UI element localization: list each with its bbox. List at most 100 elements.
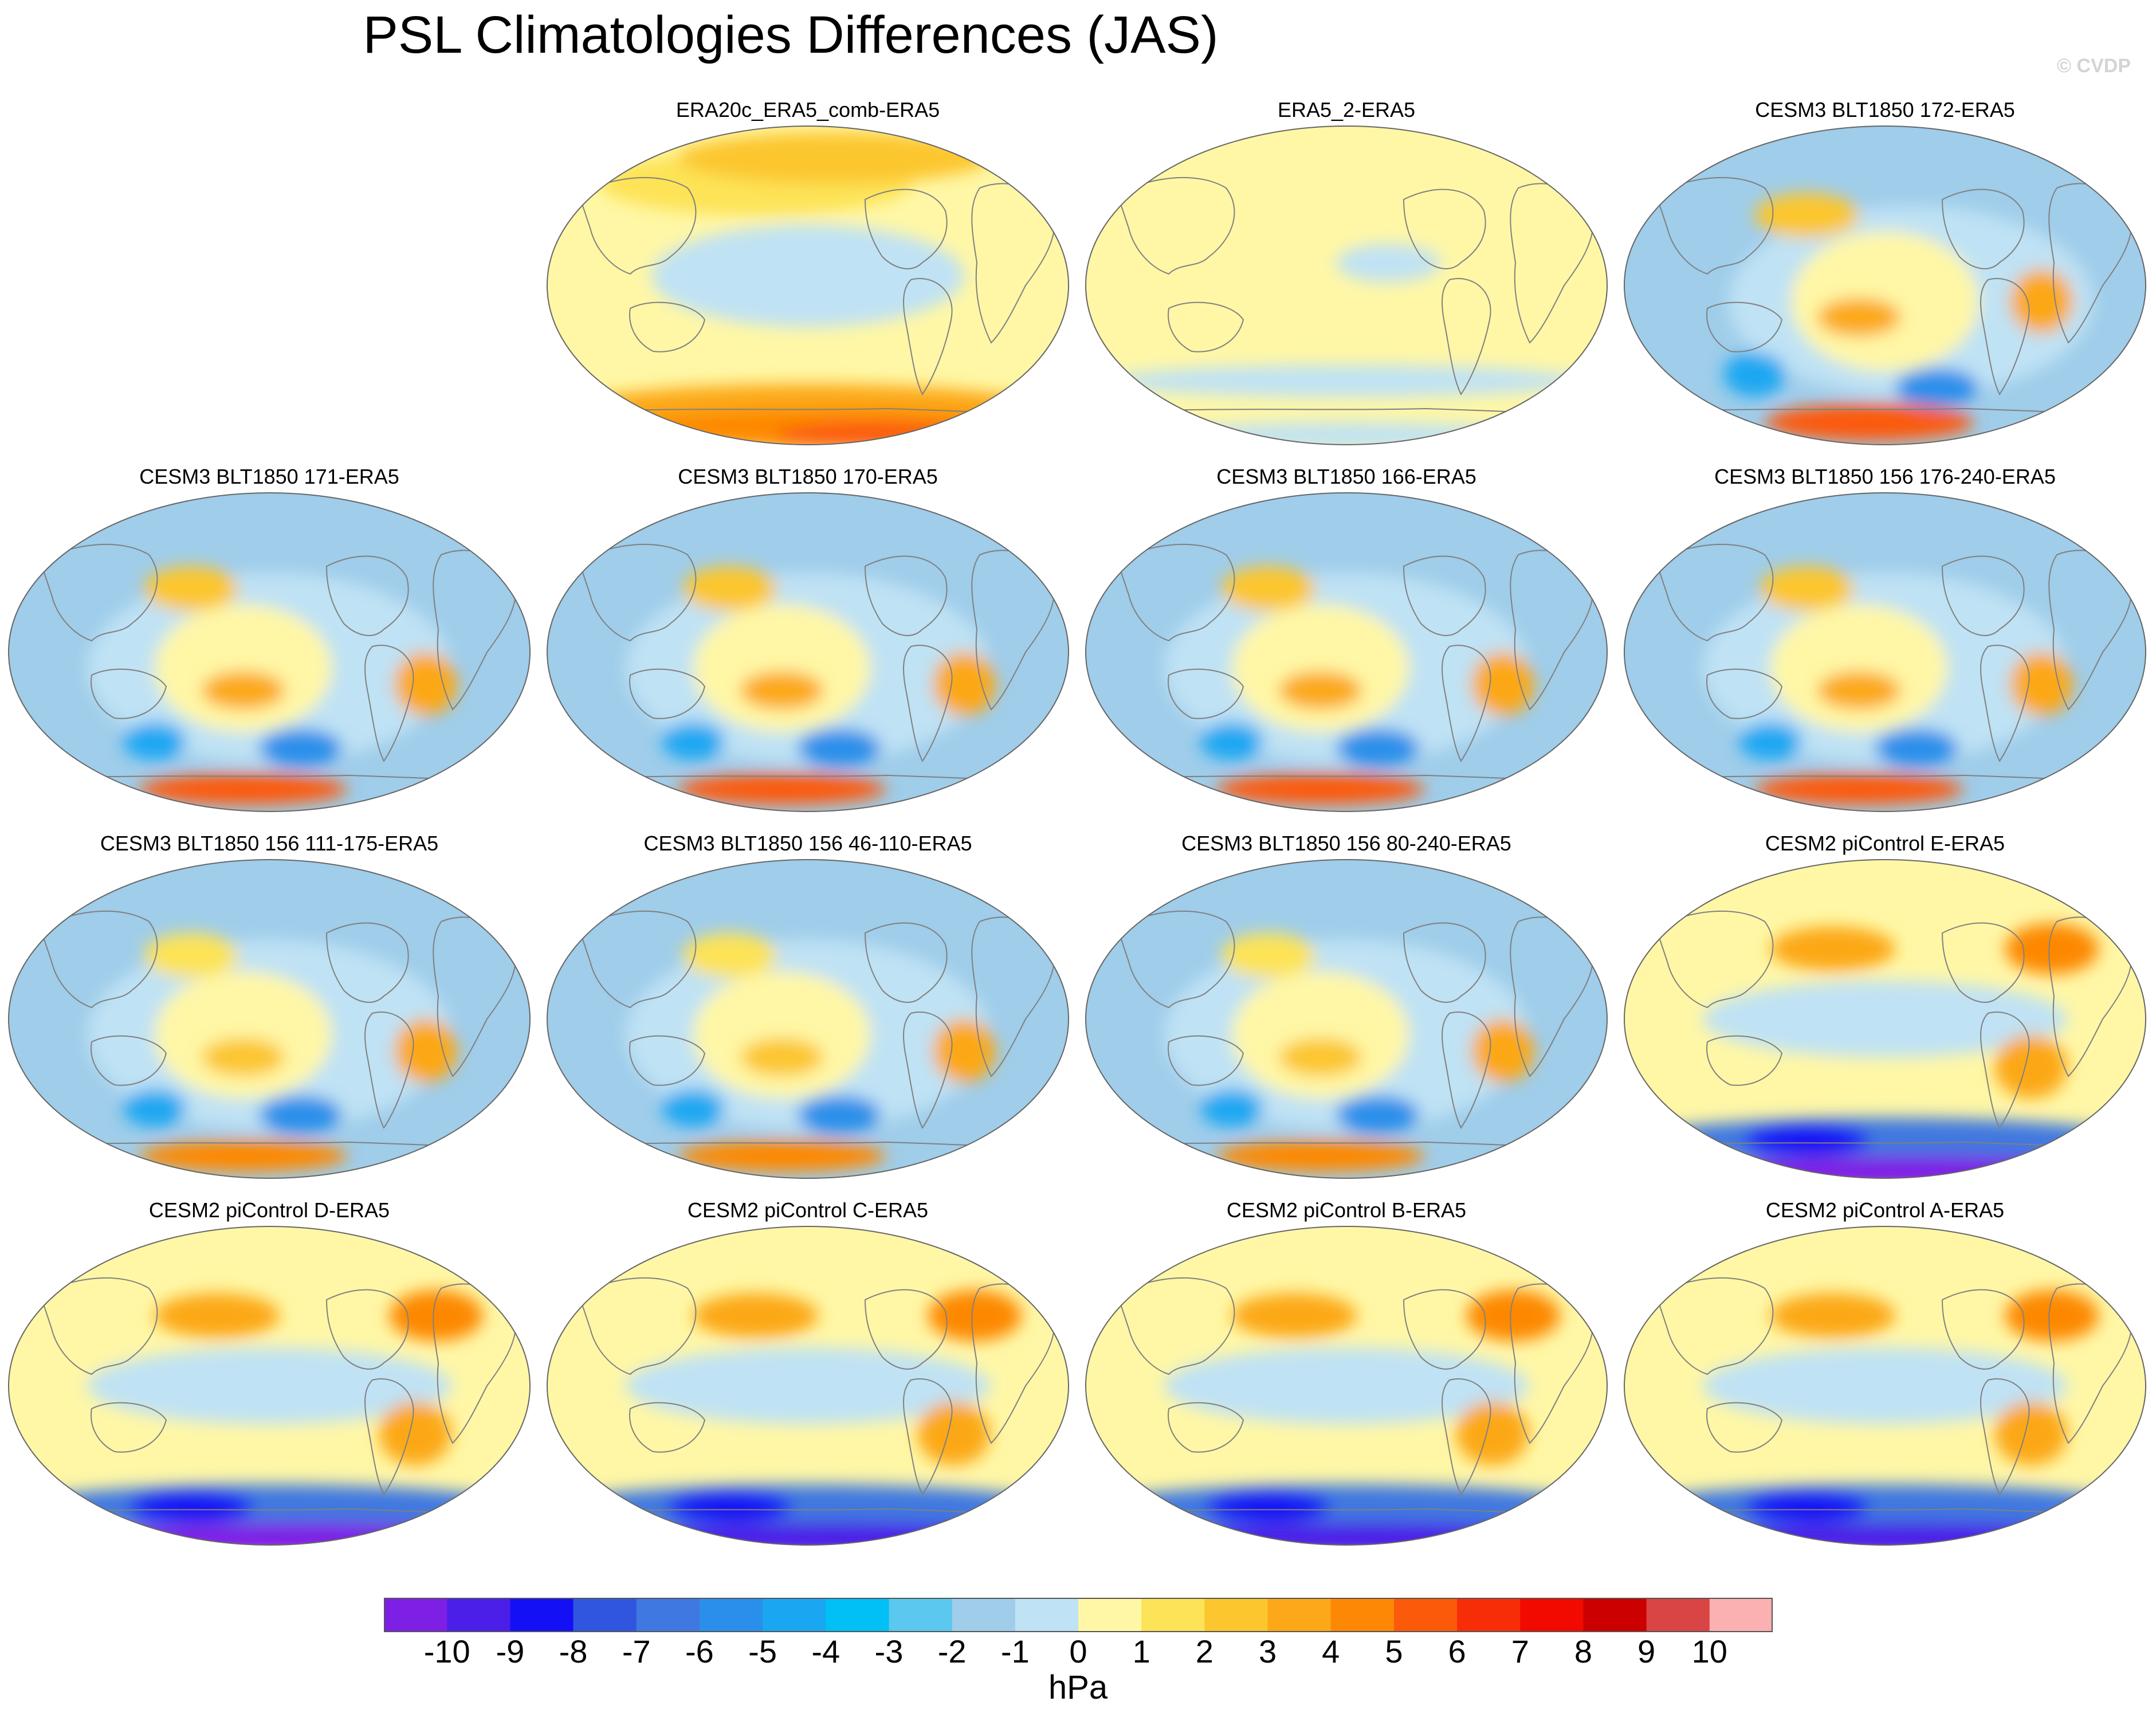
colorbar-tick-label: 9 (1637, 1633, 1656, 1669)
coastline-outline (1403, 189, 1486, 269)
globe-map (1624, 1226, 2146, 1546)
pressure-anomaly-region (2010, 652, 2073, 716)
panel-title: ERA20c_ERA5_comb-ERA5 (676, 98, 940, 121)
coastline-outline (1980, 1012, 2030, 1129)
map-panel-p5: CESM3 BLT1850 170-ERA5 (539, 464, 1077, 820)
pressure-anomaly-region (662, 1089, 725, 1128)
coastline-outline (1980, 278, 2030, 395)
colorbar-swatch (1204, 1598, 1269, 1632)
pressure-anomaly-region (693, 604, 871, 732)
colorbar-tick-label: 3 (1258, 1633, 1277, 1669)
colorbar-tick-label: 4 (1322, 1633, 1340, 1669)
colorbar-tick-label: 10 (1691, 1633, 1727, 1669)
coastline-outline (629, 301, 706, 352)
pressure-anomaly-region (144, 932, 238, 978)
pressure-anomaly-region (615, 1523, 1053, 1545)
map-panel-p7: CESM3 BLT1850 156 176-240-ERA5 (1616, 464, 2154, 820)
colorbar-swatch (1393, 1598, 1458, 1632)
map-frame (547, 492, 1069, 812)
pressure-anomaly-region (1471, 1019, 1534, 1083)
pressure-anomaly-region (625, 1347, 991, 1424)
coastline-outline (1941, 189, 2025, 269)
pressure-anomaly-region (1231, 1293, 1357, 1338)
pressure-anomaly-region (1336, 244, 1440, 283)
globe-map (8, 492, 531, 812)
colorbar-tick-label: -7 (622, 1633, 651, 1669)
pressure-anomaly-region (2005, 1290, 2099, 1342)
pressure-anomaly-region (1153, 1523, 1592, 1545)
coastline-outline (1403, 922, 1486, 1003)
map-frame (1624, 859, 2146, 1179)
coastline-outline (1941, 1289, 2025, 1370)
colorbar-swatch (636, 1598, 700, 1632)
globe-map (1085, 1226, 1608, 1546)
coastline-outline (364, 1012, 414, 1129)
pressure-anomaly-region (144, 566, 238, 611)
colorbar-tick-label: 1 (1132, 1633, 1150, 1669)
globe-map (8, 1226, 531, 1546)
globe-map (1624, 492, 2146, 812)
colorbar-swatch (699, 1598, 763, 1632)
map-frame (1085, 1226, 1608, 1546)
cvdp-credit: © CVDP (2057, 55, 2131, 77)
colorbar-swatch (889, 1598, 953, 1632)
pressure-anomaly-region (933, 652, 996, 716)
coastline-outline (325, 922, 409, 1003)
colorbar-swatch (384, 1598, 447, 1632)
pressure-anomaly-region (651, 225, 964, 327)
pressure-anomaly-region (1456, 1401, 1529, 1465)
map-frame (547, 859, 1069, 1179)
colorbar-swatch (1141, 1598, 1205, 1632)
colorbar-tick-label: 8 (1574, 1633, 1593, 1669)
pressure-anomaly-region (394, 1019, 457, 1083)
colorbar-swatch (1457, 1598, 1521, 1632)
coastline-outline (1706, 668, 1783, 719)
coastline-outline (1655, 1277, 1774, 1375)
coastline-outline (578, 1277, 697, 1375)
pressure-anomaly-region (1770, 926, 1896, 971)
pressure-anomaly-region (379, 1401, 452, 1465)
colorbar-tick-label: -10 (423, 1633, 470, 1669)
pressure-anomaly-region (693, 1293, 819, 1338)
map-panel-p8: CESM3 BLT1850 156 111-175-ERA5 (0, 831, 539, 1186)
coastline-outline (1442, 1378, 1491, 1496)
map-frame (547, 1226, 1069, 1546)
map-frame (1085, 126, 1608, 445)
globe-map (547, 492, 1069, 812)
colorbar-tick-label: -2 (937, 1633, 967, 1669)
pressure-anomaly-region (1702, 981, 2068, 1057)
pressure-anomaly-region (682, 566, 777, 611)
pressure-anomaly-region (128, 1491, 254, 1523)
pressure-anomaly-region (693, 971, 871, 1099)
colorbar-swatch (510, 1598, 574, 1632)
colorbar-swatch (1646, 1598, 1710, 1632)
coastline-outline (578, 177, 697, 275)
map-panel-p1: ERA20c_ERA5_comb-ERA5 (539, 97, 1077, 453)
pressure-anomaly-region (1702, 1347, 2068, 1424)
coastline-outline (1168, 1402, 1244, 1453)
panel-title: CESM3 BLT1850 156 111-175-ERA5 (100, 832, 439, 855)
map-panel-p4: CESM3 BLT1850 171-ERA5 (0, 464, 539, 820)
coastline-outline (1655, 177, 1774, 275)
pressure-anomaly-region (1278, 1038, 1362, 1077)
colorbar-tick-label: -4 (811, 1633, 841, 1669)
coastline-outline (1116, 910, 1235, 1009)
pressure-anomaly-region (154, 971, 332, 1099)
map-panel-p12: CESM2 piControl D-ERA5 (0, 1198, 539, 1553)
pressure-anomaly-region (139, 1140, 348, 1172)
coastline-outline (903, 645, 953, 762)
coastline-outline (629, 668, 706, 719)
colorbar-units: hPa (1048, 1669, 1108, 1706)
colorbar-swatch (447, 1598, 510, 1632)
map-frame (1624, 492, 2146, 812)
pressure-anomaly-region (1739, 722, 1802, 761)
pressure-anomaly-region (1754, 193, 1859, 238)
pressure-anomaly-region (1200, 722, 1263, 761)
pressure-anomaly-region (394, 652, 457, 716)
map-panel-p13: CESM2 piControl C-ERA5 (539, 1198, 1077, 1553)
pressure-anomaly-region (1471, 652, 1534, 716)
pressure-anomaly-region (1278, 671, 1362, 710)
panel-title: CESM2 piControl D-ERA5 (148, 1198, 390, 1222)
pressure-anomaly-region (1744, 1124, 1870, 1156)
map-panel-p15: CESM2 piControl A-ERA5 (1616, 1198, 2154, 1553)
